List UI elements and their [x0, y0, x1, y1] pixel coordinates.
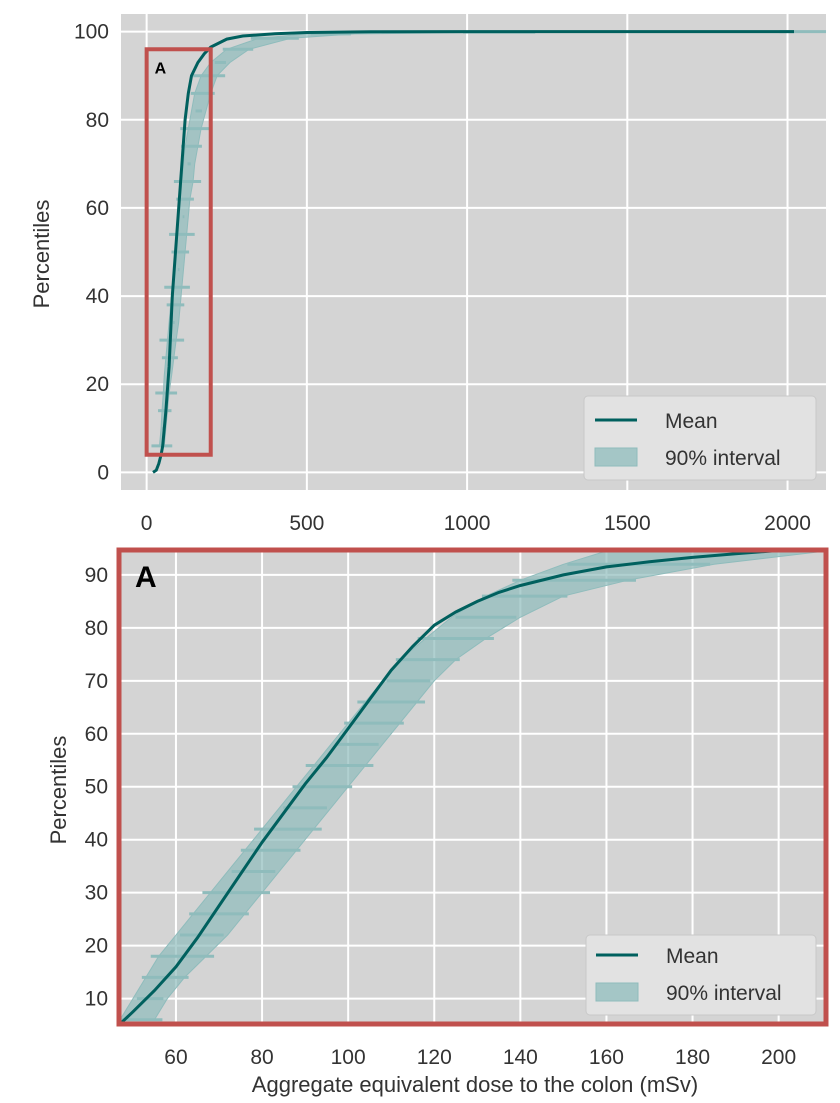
top-legend-interval-swatch — [594, 447, 638, 467]
inset-highlight-box — [144, 47, 213, 457]
y-tick-label: 80 — [86, 109, 109, 132]
y-tick-label: 0 — [97, 461, 109, 484]
x-tick-label: 200 — [761, 1046, 796, 1069]
top-mean-line — [152, 30, 794, 474]
x-tick-label: 500 — [289, 512, 324, 535]
bottom-x-axis-label: Aggregate equivalent dose to the colon (… — [252, 1072, 698, 1097]
y-tick-label: 90 — [85, 564, 108, 587]
top-legend-box — [583, 395, 817, 481]
y-tick-label: 100 — [74, 21, 109, 44]
x-tick-label: 80 — [250, 1046, 273, 1069]
bottom-legend-interval-swatch — [595, 982, 639, 1002]
top-y-axis-label: Percentiles — [29, 200, 54, 309]
y-tick-label: 30 — [85, 882, 108, 905]
y-tick-label: 50 — [85, 776, 108, 799]
bottom-x-tick-labels: 60 80 100 120 140 160 180 200 — [164, 1046, 796, 1069]
y-tick-label: 20 — [86, 373, 109, 396]
top-x-tick-labels: 0 500 1000 1500 2000 — [141, 512, 811, 535]
y-tick-label: 40 — [86, 285, 109, 308]
x-tick-label: 1000 — [444, 512, 491, 535]
x-tick-label: 160 — [589, 1046, 624, 1069]
x-tick-label: 1500 — [604, 512, 651, 535]
top-y-tick-labels: 0 20 40 60 80 100 — [74, 21, 109, 485]
bottom-panel: A 60 80 100 120 140 160 180 200 10 20 30 40 50 60 70 8… — [46, 547, 829, 1097]
y-tick-label: 60 — [85, 723, 108, 746]
bottom-legend-mean-label: Mean — [666, 945, 719, 968]
inset-box-label: A — [155, 60, 167, 77]
bottom-highlight-frame — [116, 547, 829, 1027]
bottom-legend-box — [585, 934, 817, 1016]
bottom-legend: Mean 90% interval — [585, 934, 817, 1016]
top-legend-interval-label: 90% interval — [665, 447, 781, 470]
bottom-mean-line — [118, 548, 827, 1026]
top-legend-mean-label: Mean — [665, 410, 718, 433]
top-legend: Mean 90% interval — [583, 395, 817, 481]
x-tick-label: 2000 — [764, 512, 811, 535]
x-tick-label: 100 — [331, 1046, 366, 1069]
bottom-y-axis-label: Percentiles — [46, 736, 71, 845]
y-tick-label: 20 — [85, 935, 108, 958]
y-tick-label: 80 — [85, 617, 108, 640]
y-tick-label: 70 — [85, 670, 108, 693]
y-tick-label: 40 — [85, 829, 108, 852]
x-tick-label: 60 — [164, 1046, 187, 1069]
x-tick-label: 120 — [417, 1046, 452, 1069]
top-panel: A 0 500 1000 1500 2000 0 20 40 60 80 100 Percenti… — [29, 14, 826, 535]
x-tick-label: 0 — [141, 512, 153, 535]
bottom-y-tick-labels: 10 20 30 40 50 60 70 80 90 — [85, 564, 108, 1011]
x-tick-label: 180 — [675, 1046, 710, 1069]
x-tick-label: 140 — [503, 1046, 538, 1069]
bottom-panel-label: A — [135, 561, 157, 594]
y-tick-label: 10 — [85, 988, 108, 1011]
bottom-legend-interval-label: 90% interval — [666, 982, 782, 1005]
y-tick-label: 60 — [86, 197, 109, 220]
